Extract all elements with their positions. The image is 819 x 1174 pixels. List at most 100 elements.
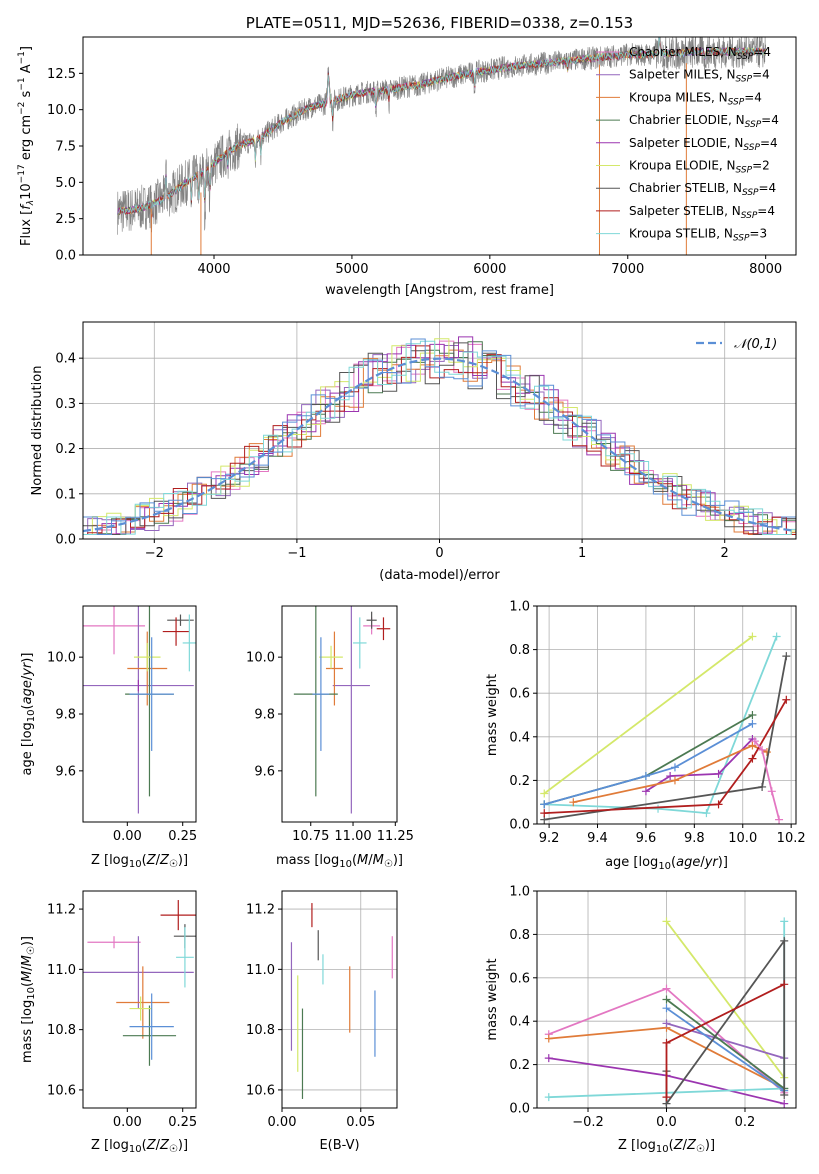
series-marker (780, 980, 789, 989)
age-vs-mass-plot: 9.6 9.8 10.0 10.75 11.00 11.25 mass [log10(M/M… (246, 605, 414, 870)
series-marker (662, 1004, 671, 1013)
y-tick-label: 0.6 (509, 971, 530, 986)
series-marker (670, 776, 679, 785)
series-marker (662, 1093, 671, 1102)
x-tick-label: 0.0 (656, 1115, 677, 1130)
series-marker (780, 936, 789, 945)
x-tick-label: 10.0 (728, 831, 757, 846)
y-tick-label: 0.1 (55, 487, 76, 502)
x-tick-label: 11.25 (377, 829, 414, 844)
y-tick-label: 11.0 (47, 963, 76, 978)
series-marker (782, 695, 791, 704)
mass-vs-ebv-frame (281, 890, 398, 1109)
x-tick-label: 0.00 (113, 1115, 142, 1130)
y-tick-label: 0.4 (509, 1015, 530, 1030)
series-line (665, 920, 785, 1079)
y-tick-label: 0.8 (509, 928, 530, 943)
mass-vs-ebv-plot: 10.6 10.8 11.0 11.2 0.00 0.05 E(B-V) (246, 890, 398, 1153)
series-marker (758, 782, 767, 791)
mass-weight-vs-z-frame (536, 890, 797, 1109)
error-bars (293, 606, 391, 814)
y-tick-label: 11.2 (47, 903, 76, 918)
age-vs-z-frame (82, 605, 197, 823)
legend-label: Salpeter ELODIE, NSSP=4 (629, 136, 778, 153)
legend-label: Kroupa ELODIE, NSSP=2 (629, 159, 770, 176)
x-tick-label: 6000 (473, 262, 506, 277)
histogram-series (83, 336, 796, 535)
series-marker (662, 995, 671, 1004)
series-marker (540, 809, 549, 818)
x-tick-label: 2 (721, 546, 729, 561)
y-tick-label: 9.8 (55, 708, 76, 723)
series-marker (662, 1019, 671, 1028)
y-tick-label: 9.6 (55, 764, 76, 779)
series-marker (780, 1099, 789, 1108)
legend: Chabrier MILES, NSSP=4 Salpeter MILES, NS… (596, 45, 779, 244)
y-tick-label: 0.0 (55, 533, 76, 548)
y-tick-label: 10.8 (47, 1023, 76, 1038)
y-tick-label: 9.6 (254, 764, 275, 779)
y-tick-label: 12.5 (47, 67, 76, 82)
y-tick-label: 5.0 (55, 176, 76, 191)
histogram-step-line (83, 345, 796, 535)
y-axis-label: mass weight (485, 958, 500, 1040)
y-tick-label: 7.5 (55, 140, 76, 155)
series-marker (666, 772, 675, 781)
y-tick-label: 0.2 (509, 1058, 530, 1073)
y-tick-label: 10.0 (47, 651, 76, 666)
x-tick-label: 4000 (197, 262, 230, 277)
series-marker (767, 787, 776, 796)
x-axis-label: (data-model)/error (379, 568, 500, 583)
spectrum-lines (117, 37, 766, 255)
x-tick-label: 9.4 (587, 831, 608, 846)
mass-weight-series (544, 917, 789, 1108)
series-marker (748, 719, 757, 728)
error-bars (83, 606, 196, 814)
series-marker (750, 737, 759, 746)
x-tick-label: 1 (578, 546, 586, 561)
y-tick-label: 2.5 (55, 212, 76, 227)
mass-weight-vs-age-plot: 0.0 0.2 0.4 0.6 0.8 1.0 9.2 9.4 9.6 9.8 10.0 10.2 ma… (485, 600, 806, 873)
x-tick-label: 0 (435, 546, 443, 561)
mass-weight-vs-z-plot: 0.0 0.2 0.4 0.6 0.8 1.0 −0.2 0.0 0.2 mass weight Z… (485, 885, 797, 1155)
y-axis-label: Normed distribution (30, 366, 45, 496)
y-tick-label: 10.0 (246, 651, 275, 666)
model-spectrum-line (117, 37, 766, 216)
x-tick-label: 8000 (749, 262, 782, 277)
series-marker (544, 1054, 553, 1063)
series-line (754, 740, 780, 820)
series-line (665, 998, 785, 1090)
series-marker (780, 1090, 789, 1099)
y-tick-label: 9.8 (254, 708, 275, 723)
y-tick-label: 0.3 (55, 397, 76, 412)
x-axis-label: E(B-V) (319, 1138, 359, 1153)
y-tick-label: 0.6 (509, 687, 530, 702)
series-line (544, 722, 753, 806)
series-line (544, 636, 778, 815)
legend-label: Kroupa MILES, NSSP=4 (629, 90, 762, 107)
histogram-step-line (83, 336, 796, 535)
histogram-frame (82, 321, 797, 540)
series-marker (702, 809, 711, 818)
y-tick-label: 11.0 (246, 963, 275, 978)
x-tick-label: 0.2 (735, 1115, 756, 1130)
x-tick-label: 0.00 (113, 829, 142, 844)
series-marker (748, 754, 757, 763)
y-tick-label: 0.8 (509, 643, 530, 658)
x-axis-label: wavelength [Angstrom, rest frame] (325, 283, 554, 298)
x-axis-label: mass [log10(M/M☉)] (276, 853, 403, 870)
series-marker (662, 1038, 671, 1047)
normal-curve-line (83, 357, 796, 533)
y-tick-label: 0.4 (55, 352, 76, 367)
y-axis-label: Flux [fλ10−17 erg cm−2 s−1 A−1] (17, 46, 36, 246)
series-line (666, 1022, 785, 1059)
y-tick-label: 1.0 (509, 885, 530, 900)
x-tick-label: −2 (145, 546, 164, 561)
histogram-step-line (83, 340, 796, 535)
x-tick-label: 10.2 (777, 831, 806, 846)
y-tick-label: 0.2 (509, 774, 530, 789)
series-marker (714, 769, 723, 778)
y-tick-label: 0.0 (55, 249, 76, 264)
series-marker (758, 745, 767, 754)
